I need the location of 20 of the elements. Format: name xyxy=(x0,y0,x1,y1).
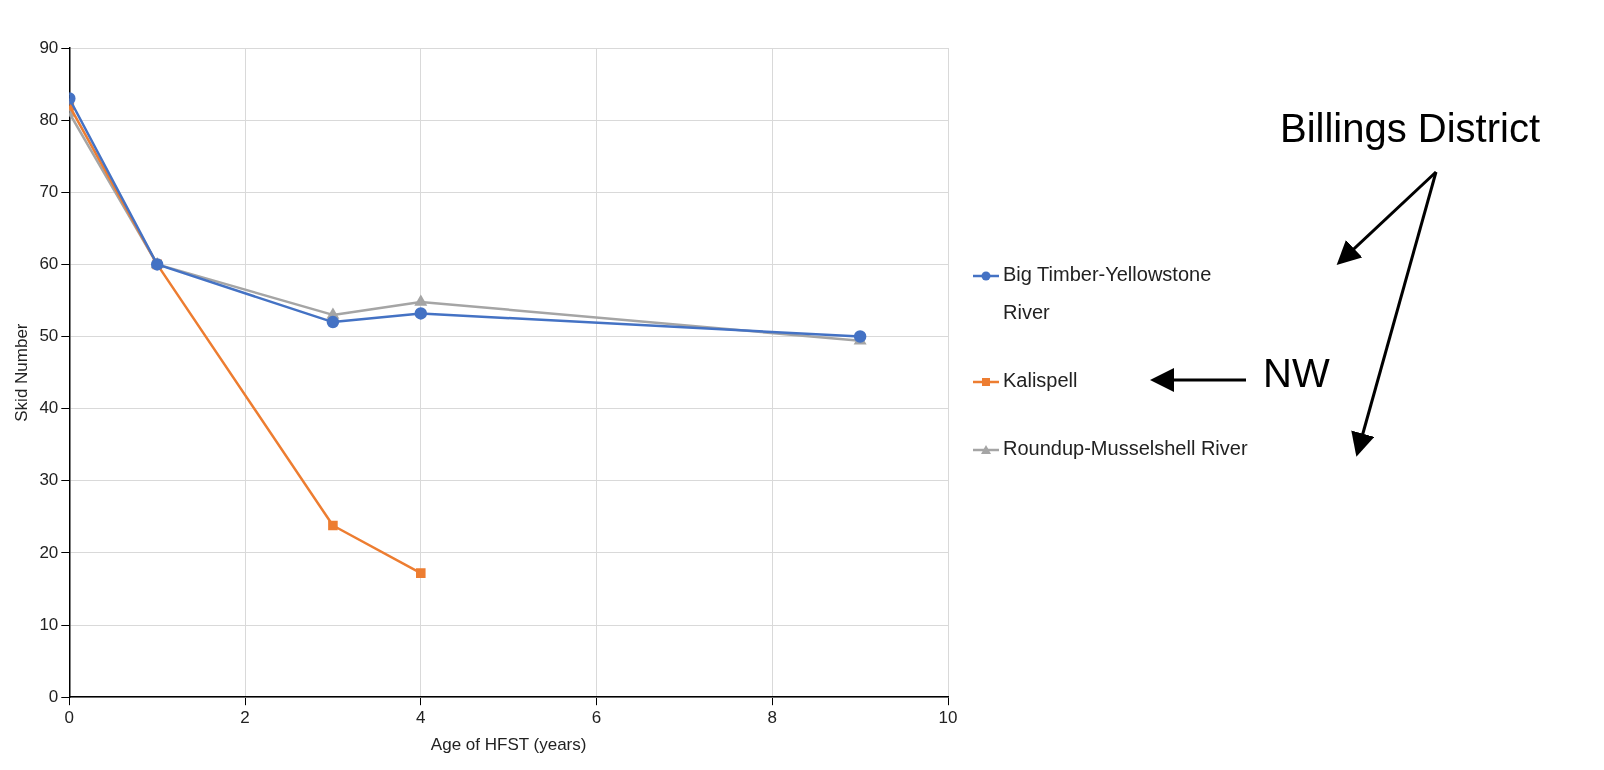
x-tick-label: 10 xyxy=(938,708,958,728)
y-tick-label: 10 xyxy=(39,614,59,634)
y-tick-label: 20 xyxy=(39,542,59,562)
x-tick-label: 0 xyxy=(64,708,75,728)
y-tick-label: 30 xyxy=(39,470,59,490)
x-tick-label: 8 xyxy=(767,708,777,728)
y-tick-label: 50 xyxy=(39,326,59,346)
x-tick-label: 4 xyxy=(416,708,426,728)
y-tick-label: 40 xyxy=(39,398,59,418)
text: Billings District xyxy=(1280,106,1541,151)
x-tick-label: 6 xyxy=(591,708,602,728)
y-axis-title: Skid Number xyxy=(11,323,31,422)
y-tick-label: 80 xyxy=(39,109,59,129)
y-tick-label: 90 xyxy=(39,37,59,57)
y-tick-label: 0 xyxy=(48,686,59,706)
x-tick-label: 2 xyxy=(240,708,250,728)
y-tick-label: 60 xyxy=(39,254,59,274)
y-tick-label: 70 xyxy=(39,181,59,201)
legend-label: Kalispell xyxy=(1003,368,1079,393)
x-axis-title: Age of HFST (years) xyxy=(430,735,587,755)
